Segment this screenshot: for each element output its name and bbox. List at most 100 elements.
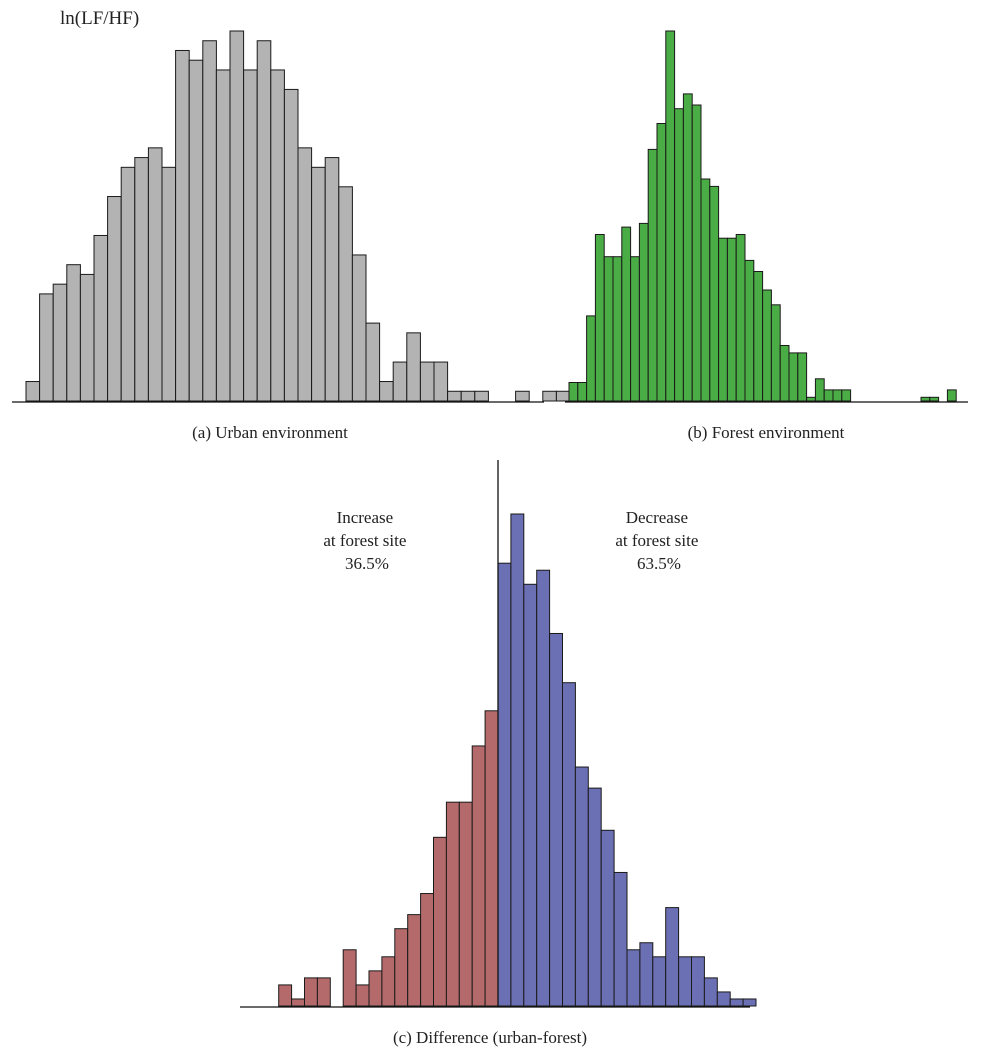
forest-bar-41 — [929, 396, 940, 402]
forest-bar-15 — [700, 178, 711, 402]
forest-bar-14 — [691, 104, 702, 402]
decrease-bar-6 — [574, 766, 589, 1007]
increase-bar-16 — [484, 710, 499, 1007]
forest-bar-20 — [744, 259, 755, 402]
annotation-increase-line3: 36.5% — [345, 554, 389, 573]
urban-bar-15 — [229, 30, 245, 402]
decrease-bar-4 — [549, 632, 563, 1007]
urban-bar-0 — [25, 381, 41, 402]
forest-bar-17 — [718, 237, 728, 402]
urban-bar-29 — [419, 361, 435, 402]
panel-forest-histogram — [568, 30, 957, 402]
forest-bar-4 — [603, 256, 614, 402]
forest-bar-0 — [568, 382, 579, 402]
forest-bar-1 — [577, 382, 588, 402]
increase-bar-9 — [394, 928, 409, 1007]
urban-bar-33 — [474, 390, 489, 402]
decrease-bar-19 — [742, 998, 757, 1007]
forest-bar-30 — [832, 389, 843, 402]
decrease-bar-14 — [678, 956, 692, 1007]
urban-bar-31 — [447, 390, 462, 402]
forest-bar-10 — [656, 123, 667, 402]
increase-bar-6 — [355, 984, 370, 1007]
caption-a: (a) Urban environment — [192, 423, 348, 442]
urban-bar-5 — [93, 234, 109, 402]
annotation-increase-line2: at forest site — [323, 531, 406, 550]
forest-bar-25 — [788, 352, 799, 402]
forest-bar-16 — [709, 185, 720, 402]
urban-bar-11 — [175, 49, 190, 402]
increase-bar-0 — [278, 984, 293, 1007]
urban-bar-18 — [270, 69, 285, 402]
urban-bar-4 — [79, 273, 95, 402]
decrease-bar-17 — [716, 991, 731, 1007]
annotation-decrease-line1: Decrease — [626, 508, 688, 527]
urban-bar-24 — [351, 254, 367, 402]
forest-bar-27 — [806, 396, 816, 402]
forest-bar-40 — [920, 396, 931, 402]
forest-bar-22 — [762, 289, 772, 402]
annotation-increase: Increase at forest site 36.5% — [323, 508, 410, 573]
urban-bar-9 — [147, 147, 163, 402]
panel-difference-histogram — [278, 513, 757, 1007]
decrease-bar-18 — [729, 998, 744, 1007]
caption-b: (b) Forest environment — [688, 423, 845, 442]
forest-bar-21 — [753, 271, 764, 402]
forest-bar-19 — [735, 234, 746, 402]
caption-c: (c) Difference (urban-forest) — [393, 1028, 587, 1047]
urban-bar-8 — [134, 157, 149, 402]
decrease-bar-15 — [691, 956, 705, 1007]
urban-bar-19 — [283, 88, 299, 402]
urban-bar-25 — [365, 322, 381, 402]
decrease-bar-0 — [497, 562, 512, 1007]
urban-bar-26 — [379, 381, 394, 402]
urban-bar-10 — [161, 166, 177, 402]
increase-bar-10 — [407, 914, 422, 1007]
decrease-bar-9 — [613, 871, 628, 1007]
forest-bar-29 — [823, 389, 834, 402]
forest-bar-12 — [674, 108, 684, 402]
urban-bar-14 — [215, 69, 231, 402]
forest-bar-5 — [612, 256, 623, 402]
urban-bar-38 — [542, 390, 557, 402]
urban-bar-22 — [324, 157, 340, 402]
decrease-bar-12 — [652, 956, 667, 1007]
increase-bar-3 — [316, 977, 331, 1007]
annotation-decrease: Decrease at forest site 63.5% — [615, 508, 702, 573]
annotation-decrease-line3: 63.5% — [637, 554, 681, 573]
forest-bar-7 — [630, 256, 640, 402]
forest-bar-11 — [665, 30, 676, 402]
forest-bar-8 — [638, 222, 649, 402]
forest-bar-13 — [682, 93, 693, 402]
urban-bar-6 — [107, 196, 122, 402]
y-axis-label-a: ln(LF/HF) — [60, 8, 139, 29]
forest-bar-26 — [797, 352, 808, 402]
decrease-bar-2 — [523, 583, 538, 1007]
urban-bar-20 — [297, 147, 313, 402]
urban-bar-23 — [338, 186, 353, 402]
urban-bar-7 — [120, 166, 136, 402]
decrease-bar-7 — [587, 787, 602, 1007]
decrease-bar-8 — [600, 829, 615, 1007]
urban-bar-28 — [406, 332, 421, 402]
urban-bar-16 — [243, 69, 258, 402]
decrease-bar-1 — [510, 513, 525, 1007]
urban-bar-32 — [460, 390, 476, 402]
forest-bar-28 — [814, 378, 825, 402]
urban-bar-21 — [311, 166, 326, 402]
urban-bar-1 — [39, 293, 54, 402]
forest-bar-9 — [647, 148, 658, 402]
annotation-decrease-line2: at forest site — [615, 531, 698, 550]
forest-bar-3 — [594, 234, 605, 402]
urban-bar-27 — [392, 361, 408, 402]
urban-bar-17 — [256, 40, 272, 402]
urban-bar-12 — [188, 59, 204, 402]
decrease-bar-11 — [639, 942, 654, 1007]
urban-bar-3 — [66, 264, 81, 402]
forest-bar-24 — [779, 345, 790, 402]
urban-bar-13 — [202, 40, 217, 402]
increase-bar-14 — [458, 801, 473, 1007]
forest-bar-18 — [726, 237, 737, 402]
increase-bar-15 — [471, 745, 486, 1007]
